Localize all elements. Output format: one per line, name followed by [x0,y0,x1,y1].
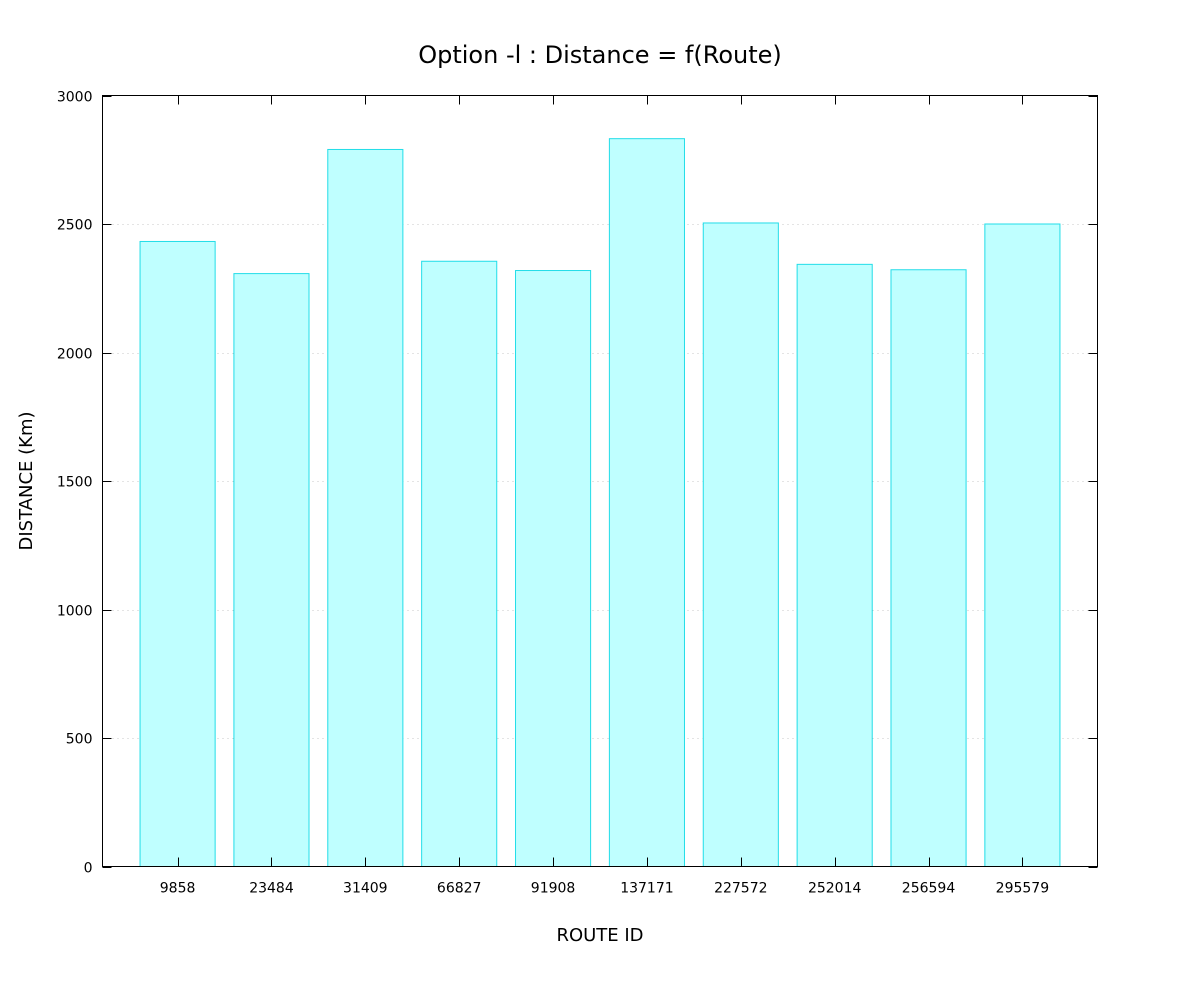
y-axis: 0 500 1000 1500 2000 2500 3000 [57,90,1098,877]
y-tick-label: 2000 [57,347,93,363]
x-tick-label: 137171 [620,881,673,897]
bar-137171 [608,138,685,867]
bar-295579 [984,223,1061,867]
bar-31409 [327,148,404,868]
x-axis-title: ROUTE ID [556,925,643,946]
bar-9858 [139,240,216,867]
bar-23484 [233,273,310,867]
y-axis-title: DISTANCE (Km) [16,411,37,550]
bar-227572 [702,222,779,868]
y-tick-label: 1000 [57,604,93,620]
x-tick-label: 91908 [531,881,576,897]
x-axis: 9858 23484 31409 66827 91908 137171 227572 2520… [160,95,1049,897]
chart-title: Option -l : Distance = f(Route) [418,41,782,69]
bar-91908 [515,270,592,867]
y-tick-label: 3000 [57,90,93,106]
x-tick-label: 31409 [343,881,388,897]
bar-256594 [890,269,967,868]
x-tick-label: 252014 [808,881,862,897]
bars [139,138,1061,868]
bar-66827 [421,260,498,867]
y-tick-label: 0 [84,861,93,877]
x-tick-label: 295579 [996,881,1049,897]
x-tick-label: 9858 [160,881,196,897]
y-tick-label: 500 [66,732,93,748]
y-tick-label: 2500 [57,218,93,234]
x-tick-label: 23484 [249,881,294,897]
x-tick-label: 66827 [437,881,482,897]
y-tick-label: 1500 [57,475,93,491]
x-tick-label: 227572 [714,881,767,897]
x-tick-label: 256594 [902,881,956,897]
bar-252014 [796,263,873,867]
